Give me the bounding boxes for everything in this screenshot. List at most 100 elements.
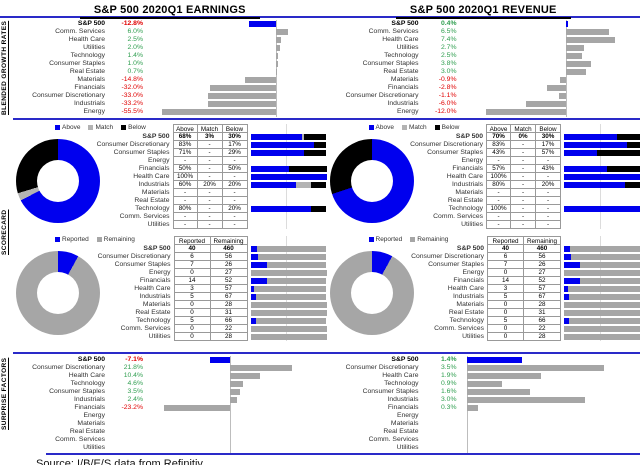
- bar-segment: [250, 206, 312, 212]
- table-cell: -: [511, 157, 536, 165]
- section-divider: [13, 118, 640, 120]
- bar-segment: [311, 206, 327, 212]
- sector-label: Health Care: [446, 173, 483, 180]
- chart-row: Utilities 2.7%: [327, 44, 640, 53]
- table-cell: 43%: [486, 149, 511, 157]
- bar-area: [467, 100, 633, 109]
- legend-item: Reported: [55, 236, 89, 243]
- bar: [466, 365, 605, 371]
- chart-row: Real Estate: [13, 428, 327, 437]
- bar-area: [153, 84, 319, 93]
- bar-area: [153, 380, 319, 389]
- sector-label: Health Care: [68, 36, 105, 43]
- sector-label: Comm. Services: [368, 28, 419, 35]
- bar: [526, 101, 566, 107]
- bar: [245, 77, 276, 83]
- bar-segment: [250, 254, 258, 260]
- bar: [486, 109, 566, 115]
- table-row: Comm. Services 0 22: [13, 325, 327, 333]
- table-cell: -: [511, 213, 536, 221]
- chart-row: Consumer Staples 3.8%: [327, 60, 640, 69]
- scorecard-section: Above Match Below Above Match Below S&P 500 68%…: [13, 120, 640, 352]
- right-title-wrap: S&P 500 2020Q1 REVENUE: [327, 0, 640, 19]
- table-row: Consumer Staples 43% -57%: [327, 149, 640, 157]
- value-label: 6.5%: [441, 28, 457, 35]
- revenue-surprise-chart: S&P 500 1.4% Consumer Discretionary 3.5% Hea…: [327, 356, 640, 453]
- sector-label: Energy: [461, 157, 483, 164]
- table-row: Consumer Staples 7 26: [13, 261, 327, 269]
- stacked-bar: [250, 182, 327, 188]
- bar-area: [153, 36, 319, 45]
- table-cell: -: [486, 213, 511, 221]
- table-header-row: Above Match Below: [327, 124, 640, 133]
- bar-area: [467, 92, 633, 101]
- legend-label: Above: [62, 124, 81, 131]
- chart-row: Health Care 7.4%: [327, 36, 640, 45]
- sector-label: Energy: [148, 269, 171, 276]
- table-row: Health Care 100% - -: [327, 173, 640, 181]
- section-divider: [13, 352, 640, 354]
- bar: [565, 69, 586, 75]
- bar: [230, 381, 244, 387]
- table-row: Materials 0 28: [327, 301, 640, 309]
- value-label: 2.7%: [441, 44, 457, 51]
- table-cell: -: [222, 221, 248, 229]
- chart-row: Industrials 3.0%: [327, 396, 640, 405]
- bar-area: [467, 44, 633, 53]
- table-cell: 22: [210, 325, 248, 333]
- table-cell: 17%: [536, 141, 561, 149]
- legend-label: Reported: [62, 236, 89, 243]
- bar-area: [466, 364, 633, 373]
- value-label: 2.0%: [127, 44, 144, 51]
- chart-row: Comm. Services: [327, 436, 640, 445]
- value-label: 2.5%: [441, 52, 457, 59]
- bar-area: [564, 181, 640, 189]
- bar-segment: [580, 278, 640, 284]
- sector-label: Financials: [74, 404, 105, 411]
- sector-label: Financials: [453, 277, 484, 284]
- sector-label: Utilities: [396, 44, 419, 51]
- bar-area: [564, 157, 640, 165]
- chart-row: Comm. Services 6.5%: [327, 28, 640, 37]
- stacked-bar: [564, 166, 640, 172]
- bar-segment: [624, 182, 640, 188]
- table-cell: 0: [173, 325, 211, 333]
- bar: [466, 373, 542, 379]
- bar-area: [250, 173, 327, 181]
- bar-area: [467, 108, 633, 117]
- table-cell: -: [511, 181, 536, 189]
- table-cell: -: [222, 173, 248, 181]
- chart-row: Energy -55.5%: [13, 108, 327, 117]
- axis-baseline: [275, 100, 277, 109]
- table-cell: 71%: [172, 149, 198, 157]
- table-cell: -: [486, 197, 511, 205]
- bar-area: [466, 420, 633, 429]
- bar: [466, 397, 585, 403]
- bar-area: [564, 333, 640, 341]
- table-cell: 0: [173, 309, 211, 317]
- bar-area: [466, 404, 633, 413]
- table-cell: -: [536, 197, 561, 205]
- bar-area: [564, 253, 640, 261]
- bar-segment: [564, 270, 640, 276]
- bar-area: [564, 124, 640, 133]
- bar-area: [564, 317, 640, 325]
- table-row: Technology 80% -20%: [13, 205, 327, 213]
- stacked-bar: [564, 286, 640, 292]
- chart-row: Consumer Discretionary -1.1%: [327, 92, 640, 101]
- table-cell: 28: [524, 301, 561, 309]
- bar-area: [564, 236, 640, 245]
- stacked-bar: [564, 150, 640, 156]
- table-cell: 460: [210, 245, 248, 253]
- surprise-factors-section: S&P 500 -7.1% Consumer Discretionary 21.8% H…: [13, 354, 640, 453]
- bar-area: [153, 364, 319, 373]
- bar-area: [153, 108, 319, 117]
- bar: [565, 45, 584, 51]
- chart-row: Technology 0.9%: [327, 380, 640, 389]
- sector-label: Energy: [83, 108, 105, 115]
- chart-row: Energy: [327, 412, 640, 421]
- table-cell: 100%: [172, 173, 198, 181]
- table-cell: 52: [524, 277, 561, 285]
- bar-area: [250, 309, 327, 317]
- sector-label: Consumer Discretionary: [410, 141, 483, 148]
